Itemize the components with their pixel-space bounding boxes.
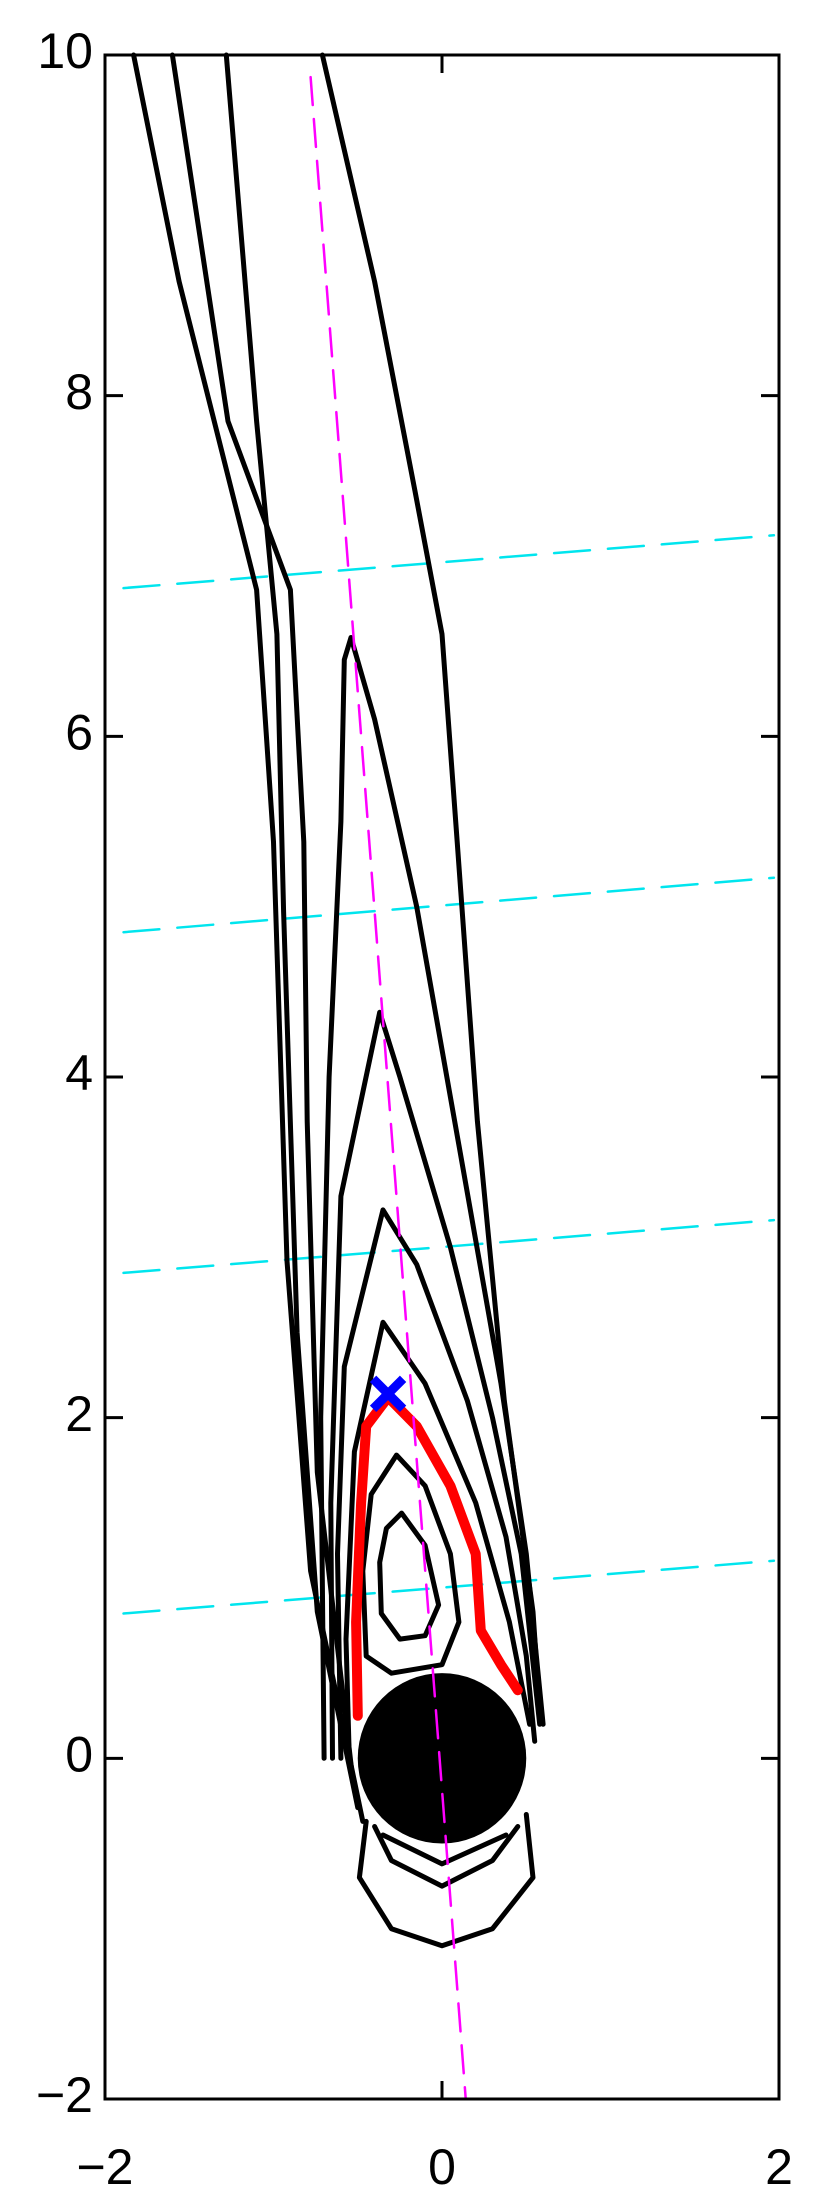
contour-line [169, 52, 356, 1782]
y-tick-label: 8 [65, 364, 93, 420]
y-tick-label: 10 [37, 23, 93, 79]
cross-line [122, 876, 776, 934]
cross-line [122, 1559, 776, 1615]
cross-line [122, 534, 776, 590]
contour-line [356, 1812, 536, 1949]
y-tick-label: 2 [65, 1386, 93, 1442]
contour-line [131, 52, 366, 1824]
axis-line [309, 75, 467, 2099]
contour-line [377, 1510, 442, 1642]
contour-line [360, 1452, 462, 1676]
contour-line [380, 1832, 509, 1867]
y-tick-label: 6 [65, 705, 93, 761]
x-tick-label: 0 [428, 2139, 456, 2195]
highlight-curve [351, 1392, 523, 1721]
x-tick-label: −2 [76, 2139, 133, 2195]
x-tick-label: 2 [765, 2139, 793, 2195]
contour-line [343, 1319, 533, 1761]
contour-line [319, 52, 543, 1714]
contour-line [335, 1207, 538, 1761]
contour-line [372, 1824, 521, 1889]
y-tick-label: 4 [65, 1045, 93, 1101]
y-tick-label: −2 [36, 2067, 93, 2123]
contour-line [328, 1009, 543, 1761]
y-tick-label: 0 [65, 1727, 93, 1783]
marker [369, 1375, 407, 1413]
body-disc [357, 1673, 527, 1844]
